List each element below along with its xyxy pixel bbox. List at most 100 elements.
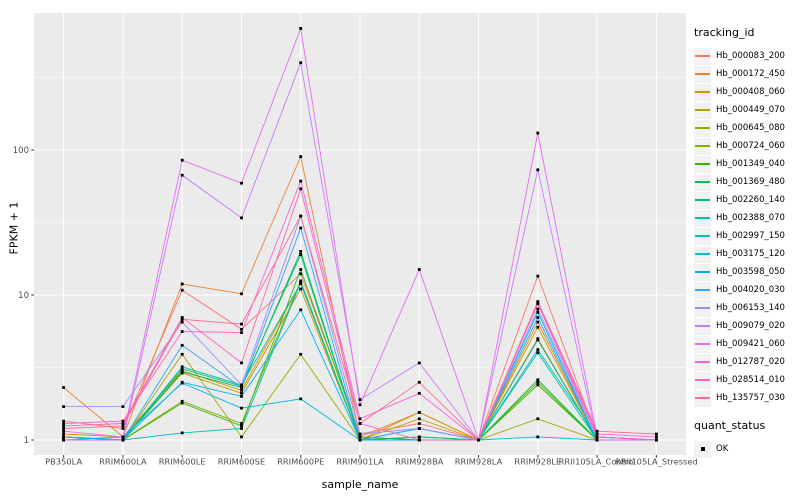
legend-item-label: Hb_000172_450 <box>716 69 785 79</box>
data-point <box>240 391 243 395</box>
data-point <box>62 424 65 428</box>
y-tick-label: 1 <box>24 436 29 446</box>
line-swatch-icon <box>695 73 710 75</box>
legend-key <box>694 440 711 458</box>
legend-key <box>694 65 711 83</box>
data-point <box>299 352 303 356</box>
line-swatch-icon <box>695 343 710 345</box>
data-point <box>180 288 184 292</box>
legend: tracking_id Hb_000083_200 Hb_000172_450 Hb… <box>694 26 798 458</box>
data-point <box>536 378 540 382</box>
legend-key <box>694 227 711 245</box>
square-marker-icon <box>700 447 705 451</box>
data-point <box>180 352 184 356</box>
data-point <box>299 250 303 253</box>
line-swatch-icon <box>695 181 710 183</box>
data-point <box>240 386 243 389</box>
data-point <box>358 422 362 425</box>
data-point <box>417 411 421 414</box>
data-point <box>536 300 540 303</box>
legend-item-label: Hb_009079_020 <box>716 321 785 331</box>
legend-key <box>694 353 711 371</box>
data-point <box>417 422 421 425</box>
data-point <box>358 432 362 436</box>
line-swatch-icon <box>695 109 710 111</box>
data-point <box>299 253 303 256</box>
legend-key <box>694 335 711 353</box>
data-point <box>240 424 243 428</box>
legend-item: Hb_000083_200 <box>694 47 798 65</box>
x-tick-label: RRIM600PE <box>277 457 324 467</box>
gridlines <box>34 13 686 455</box>
legend-key <box>694 245 711 263</box>
line-swatch-icon <box>695 217 710 219</box>
line-swatch-icon <box>695 91 710 93</box>
data-point <box>299 281 303 284</box>
legend-item: Hb_002997_150 <box>694 227 798 245</box>
data-point <box>655 432 658 436</box>
data-point <box>536 320 540 324</box>
legend-item-label: Hb_012787_020 <box>716 357 785 367</box>
x-tick-label: RRIM600LE <box>159 457 206 467</box>
legend-quant-status: quant_status OK <box>694 419 798 458</box>
data-point <box>595 438 599 442</box>
data-point <box>240 292 243 296</box>
x-tick-label: RRIM928BA <box>395 457 444 467</box>
data-point <box>180 431 184 435</box>
legend-key <box>694 263 711 281</box>
legend-item-label: Hb_004020_030 <box>716 285 785 295</box>
axis-tick-marks <box>31 149 657 458</box>
legend-item-label: Hb_000449_070 <box>716 105 785 115</box>
legend-item: Hb_004020_030 <box>694 281 798 299</box>
legend-item-label: Hb_002260_140 <box>716 195 785 205</box>
data-point <box>240 216 243 220</box>
data-point <box>536 316 540 319</box>
data-point <box>240 327 243 331</box>
data-point <box>180 365 184 369</box>
legend-key <box>694 317 711 335</box>
legend-item: Hb_000724_060 <box>694 137 798 155</box>
data-point <box>536 325 540 329</box>
data-point <box>299 279 303 283</box>
line-swatch-icon <box>695 397 710 399</box>
legend-item: Hb_000645_080 <box>694 119 798 137</box>
legend-key <box>694 137 711 155</box>
data-point <box>299 27 303 30</box>
x-tick-label: PB350LA <box>45 457 82 467</box>
legend-key <box>694 155 711 173</box>
legend-item: Hb_002388_070 <box>694 209 798 227</box>
data-point <box>536 351 540 355</box>
data-point <box>536 383 540 387</box>
data-point <box>62 427 65 430</box>
legend-item: Hb_000408_060 <box>694 83 798 101</box>
legend-key <box>694 119 711 137</box>
line-swatch-icon <box>695 55 710 57</box>
legend-key <box>694 191 711 209</box>
data-point <box>536 417 540 421</box>
legend-item-label: Hb_003175_120 <box>716 249 785 259</box>
data-point <box>595 432 599 436</box>
x-tick-label: RRII105LA_Stressed <box>615 457 698 467</box>
data-point <box>299 397 303 401</box>
legend-item-label: Hb_028514_010 <box>716 375 785 385</box>
data-point <box>536 348 540 351</box>
data-point <box>417 361 421 365</box>
data-point <box>536 274 540 278</box>
legend-key <box>694 371 711 389</box>
legend-key <box>694 389 711 407</box>
data-point <box>121 438 125 442</box>
line-swatch-icon <box>695 325 710 327</box>
data-point <box>299 226 303 230</box>
legend-item: Hb_012787_020 <box>694 353 798 371</box>
data-point <box>240 181 243 185</box>
data-point <box>240 422 243 425</box>
data-point <box>240 361 243 365</box>
data-point <box>180 401 184 405</box>
legend-key <box>694 299 711 317</box>
data-point <box>180 370 184 374</box>
legend-item: Hb_028514_010 <box>694 371 798 389</box>
legend-item: Hb_135757_030 <box>694 389 798 407</box>
data-point <box>121 422 125 425</box>
legend-item-label: Hb_000645_080 <box>716 123 785 133</box>
